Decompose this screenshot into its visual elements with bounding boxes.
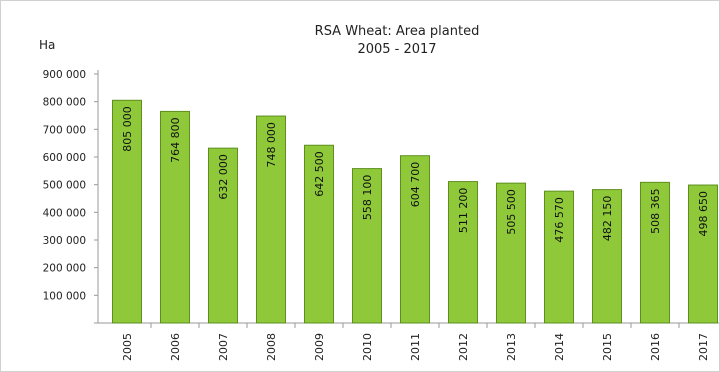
data-label-2017: 498 650 <box>697 191 710 237</box>
bar-2009 <box>304 144 334 324</box>
bar-2015 <box>592 189 622 324</box>
x-tick-label-2008: 2008 <box>265 333 278 361</box>
data-label-2016: 508 365 <box>649 188 662 234</box>
y-tick-label: 100 000 <box>43 290 86 302</box>
bar-2017 <box>688 184 718 324</box>
bar-2011 <box>400 155 430 324</box>
data-label-2007: 632 000 <box>217 154 230 200</box>
y-tick-label: 600 000 <box>43 152 86 164</box>
bar-2010 <box>352 168 382 324</box>
x-tick-label-2015: 2015 <box>601 333 614 361</box>
bars: 805 000 764 800 632 000 748 000 642 500 558 1… <box>112 99 718 324</box>
bar-2008 <box>256 115 286 324</box>
bar-2006 <box>160 110 190 324</box>
data-label-2008: 748 000 <box>265 122 278 168</box>
y-tick-label: 700 000 <box>43 124 86 136</box>
bar-2007 <box>208 147 238 324</box>
data-label-2015: 482 150 <box>601 196 614 242</box>
x-tick-label-2005: 2005 <box>121 333 134 361</box>
x-tick-label-2006: 2006 <box>169 333 182 361</box>
x-tick-label-2009: 2009 <box>313 333 326 361</box>
bar-2014 <box>544 190 574 324</box>
y-axis-unit-label: Ha <box>39 38 55 52</box>
y-tick-label: 800 000 <box>43 97 86 109</box>
x-tick-label-2016: 2016 <box>649 333 662 361</box>
y-axis-ticks: 100 000 200 000 300 000 400 000 500 000 600 0… <box>43 69 98 302</box>
y-tick-label: 400 000 <box>43 207 86 219</box>
x-tick-label-2010: 2010 <box>361 333 374 361</box>
x-tick-label-2017: 2017 <box>697 333 710 361</box>
y-tick-label: 500 000 <box>43 180 86 192</box>
data-label-2012: 511 200 <box>457 188 470 234</box>
data-label-2011: 604 700 <box>409 162 422 208</box>
x-tick-label-2011: 2011 <box>409 333 422 361</box>
chart-subtitle: 2005 - 2017 <box>357 42 436 57</box>
y-tick-label: 300 000 <box>43 235 86 247</box>
data-label-2009: 642 500 <box>313 151 326 197</box>
y-tick-label: 900 000 <box>43 69 86 81</box>
x-tick-label-2014: 2014 <box>553 333 566 361</box>
bar-2016 <box>640 181 670 324</box>
data-label-2010: 558 100 <box>361 175 374 221</box>
x-tick-label-2013: 2013 <box>505 333 518 361</box>
y-tick-label: 200 000 <box>43 263 86 275</box>
chart-title: RSA Wheat: Area planted <box>315 24 480 39</box>
data-label-2014: 476 570 <box>553 197 566 243</box>
data-label-2005: 805 000 <box>121 106 134 151</box>
x-tick-label-2012: 2012 <box>457 333 470 361</box>
bar-2013 <box>496 182 526 324</box>
bar-2012 <box>448 181 478 324</box>
data-label-2013: 505 500 <box>505 189 518 235</box>
x-tick-label-2007: 2007 <box>217 333 230 361</box>
data-label-2006: 764 800 <box>169 117 182 163</box>
x-axis-ticks: 2005 2006 2007 2008 2009 2010 2011 2012 2013 2014… <box>121 323 710 361</box>
bar-2005 <box>112 99 142 324</box>
